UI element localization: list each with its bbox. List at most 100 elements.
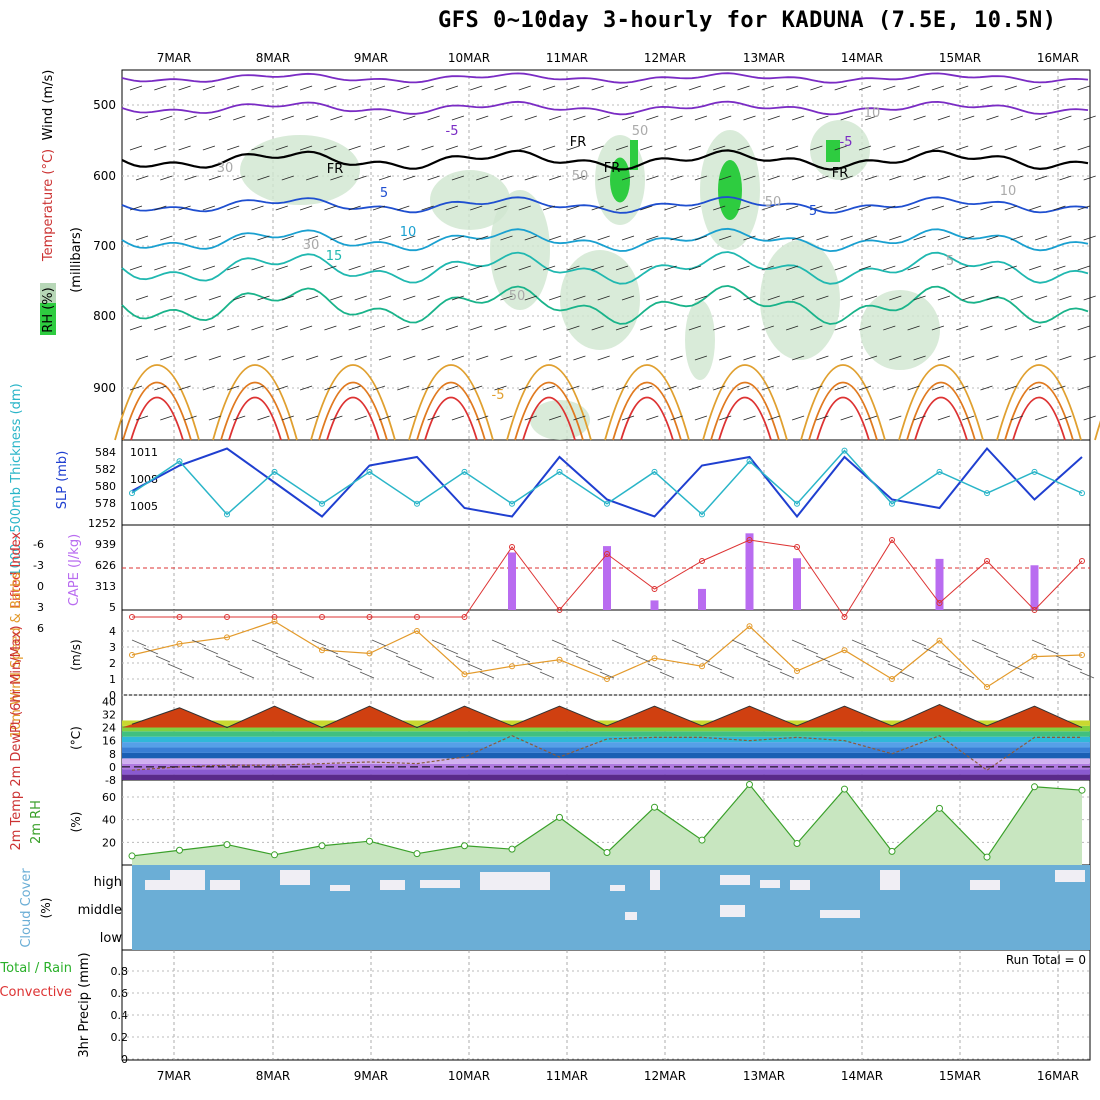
wind-barb-10m: [911, 639, 927, 647]
wind-barb: [840, 115, 853, 121]
wind-speed-point: [129, 652, 135, 658]
wind-barb: [1034, 355, 1048, 361]
wind-barb: [403, 115, 416, 121]
wind-barb: [427, 115, 440, 121]
wind-barb: [451, 295, 465, 301]
wind-barb: [907, 265, 920, 271]
contour-label: 10: [400, 225, 417, 240]
wind-barb: [737, 205, 750, 211]
wind-barb: [834, 205, 847, 211]
rh-color-key-light: [40, 283, 56, 303]
rh-point: [318, 842, 326, 850]
wind-barb: [500, 415, 513, 421]
wind-barb: [883, 265, 896, 271]
cape-bar: [745, 533, 754, 610]
temp-contour-15: [121, 251, 1089, 285]
contour-label: 50: [765, 195, 782, 210]
wind-barb: [980, 385, 993, 391]
wind-barb: [907, 85, 920, 91]
thickness-tick: 580: [95, 480, 116, 493]
wind-barb: [573, 175, 586, 181]
wind-barb: [476, 235, 489, 241]
wind-barb: [664, 145, 677, 151]
li-tick: 0: [37, 580, 44, 593]
rh-shading: [560, 250, 640, 350]
wind-barb: [494, 265, 507, 271]
wind-barb: [227, 265, 240, 271]
rh-tick: 20: [102, 836, 116, 849]
wind-barb: [621, 175, 635, 181]
wind-barb: [810, 85, 823, 91]
wind-barb: [713, 265, 726, 271]
wind-barb: [378, 295, 392, 301]
wind-barb: [713, 145, 726, 151]
wind-barb: [348, 265, 361, 271]
temp-contour-surface: [424, 396, 478, 441]
wind-barb: [962, 355, 975, 361]
wind-barb: [403, 295, 416, 301]
contour-label: -5: [840, 135, 853, 150]
thickness-point: [699, 511, 705, 518]
rh-shading-high: [826, 140, 840, 162]
wind-barb: [275, 85, 288, 91]
cape-bar: [698, 588, 706, 610]
date-label-bottom: 13MAR: [743, 1069, 785, 1083]
wind-barb: [348, 385, 361, 391]
wind-barb: [670, 415, 683, 421]
wind-barb: [403, 415, 416, 421]
wind-barb-10m: [599, 671, 615, 679]
wind-barb-10m: [1043, 647, 1059, 655]
wind-barb: [372, 145, 386, 151]
wind-barb: [597, 295, 610, 301]
wind-barb: [670, 115, 683, 121]
wind-barb: [840, 355, 853, 361]
wind-barb: [834, 325, 847, 331]
wind-barb: [372, 265, 386, 271]
wind-barb: [1004, 265, 1017, 271]
wind-barb: [834, 145, 847, 151]
wind-barb: [330, 415, 343, 421]
wind-barb-10m: [623, 647, 639, 655]
precip-tick: 0.8: [111, 965, 129, 978]
temp-contour-surface: [906, 381, 976, 441]
date-label-bottom: 16MAR: [1037, 1069, 1079, 1083]
wind-barb: [202, 85, 216, 91]
wind-barb: [348, 205, 361, 211]
thickness-point: [509, 500, 515, 507]
wind-barb: [421, 145, 434, 151]
wind-barb: [615, 325, 629, 331]
temp-contour-surface: [710, 381, 780, 441]
wind-barb: [810, 205, 823, 211]
wind-barb: [1083, 175, 1096, 181]
wind-barb: [305, 175, 319, 181]
wind-barb: [646, 415, 659, 421]
wind-barb: [524, 115, 537, 121]
wind-barb: [1028, 325, 1042, 331]
wind-barb-10m: [1079, 671, 1095, 679]
wind-barb-10m: [695, 655, 711, 663]
wind-barb: [397, 85, 410, 91]
thickness-point: [841, 447, 848, 454]
wind-barb: [670, 295, 683, 301]
wind-barb: [160, 295, 173, 301]
wind-barb: [1083, 355, 1096, 361]
wind-barb: [913, 355, 926, 361]
cloud-axis-label: Cloud Cover: [19, 868, 34, 948]
wind-speed-point: [414, 628, 420, 634]
wind-barb: [233, 115, 246, 121]
wind-barb-10m: [1055, 655, 1071, 663]
wind-barb: [494, 85, 507, 91]
wind-barb: [184, 295, 197, 301]
wind-barb: [864, 415, 878, 421]
wind-barb: [518, 385, 531, 391]
wind-barb: [154, 265, 167, 271]
contour-label: FR: [604, 161, 621, 176]
temp-contour-5: [121, 196, 1089, 214]
wind-speed-point: [271, 618, 278, 625]
wind-barb: [354, 235, 367, 241]
wind-barb: [275, 265, 288, 271]
wind-barb: [421, 85, 434, 91]
thickness-point: [556, 468, 563, 475]
wind-axis-label: Wind (m/s): [41, 70, 56, 141]
slp-tick: 1011: [130, 446, 158, 459]
